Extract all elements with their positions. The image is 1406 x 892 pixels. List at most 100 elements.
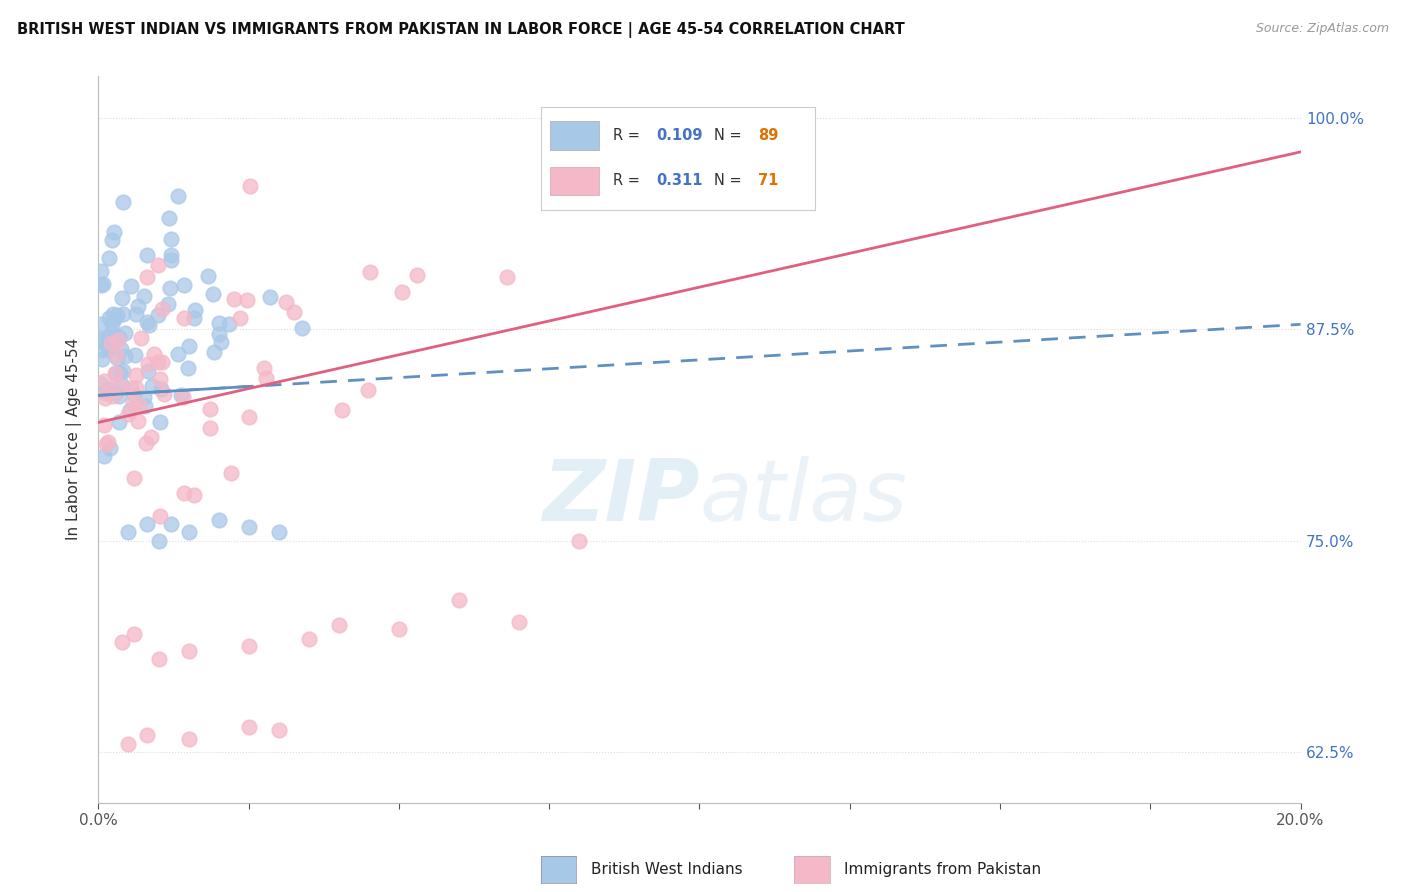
Point (388, 622, 411, 636)
Point (184, 303, 207, 318)
Point (149, 372, 172, 386)
Point (136, 269, 159, 284)
Point (135, 728, 157, 742)
Point (107, 416, 129, 430)
Point (238, 410, 260, 425)
Point (97, 330, 120, 344)
Point (229, 310, 252, 325)
Point (91, 277, 114, 291)
Point (146, 308, 169, 322)
Point (177, 361, 200, 376)
Point (94, 436, 117, 450)
Point (159, 252, 181, 267)
Point (134, 390, 156, 404)
Point (125, 381, 148, 395)
Point (101, 233, 124, 247)
Point (134, 399, 156, 413)
Point (267, 525, 290, 540)
Point (124, 388, 146, 402)
Point (157, 297, 180, 311)
Point (177, 643, 200, 657)
Point (136, 248, 159, 262)
Point (150, 302, 173, 317)
Point (148, 533, 170, 548)
Point (160, 248, 183, 262)
Point (138, 318, 160, 332)
Point (100, 441, 122, 455)
Point (447, 593, 470, 607)
Point (202, 344, 225, 359)
Point (93, 449, 115, 463)
Point (218, 317, 240, 331)
Point (197, 268, 219, 283)
Point (91, 343, 114, 357)
Point (111, 635, 134, 649)
Point (224, 292, 246, 306)
Point (98, 339, 121, 353)
Point (405, 268, 427, 282)
Point (90, 317, 112, 331)
Point (169, 388, 191, 402)
Point (150, 354, 173, 368)
Point (112, 195, 135, 210)
Point (357, 383, 380, 397)
Point (157, 211, 180, 225)
Point (166, 347, 188, 361)
Point (117, 407, 139, 421)
Text: N =: N = (714, 128, 747, 144)
Point (108, 389, 131, 403)
Point (103, 225, 125, 239)
Point (328, 618, 350, 632)
Point (238, 720, 260, 734)
Point (114, 349, 136, 363)
Point (198, 421, 221, 435)
Point (111, 307, 134, 321)
Point (105, 308, 128, 322)
Text: British West Indians: British West Indians (591, 863, 742, 877)
Point (360, 265, 382, 279)
Point (100, 335, 122, 350)
Point (208, 513, 231, 527)
Point (127, 414, 149, 428)
Point (267, 723, 290, 738)
Point (100, 317, 122, 331)
Point (120, 279, 142, 293)
Point (159, 516, 181, 531)
Point (108, 330, 131, 344)
Point (149, 509, 172, 524)
Point (219, 466, 242, 480)
Point (114, 326, 136, 341)
Point (124, 626, 146, 640)
Point (173, 486, 195, 500)
Point (259, 290, 281, 304)
Point (330, 402, 353, 417)
Point (173, 278, 195, 293)
Point (100, 382, 122, 396)
Point (200, 401, 222, 416)
Point (177, 525, 200, 540)
Text: R =: R = (613, 128, 644, 144)
Text: ZIP: ZIP (541, 456, 699, 539)
Point (283, 305, 305, 319)
Point (179, 339, 201, 353)
FancyBboxPatch shape (550, 167, 599, 195)
Point (183, 488, 205, 502)
Point (120, 402, 142, 417)
Text: R =: R = (613, 173, 644, 188)
Point (236, 293, 259, 307)
Point (97, 310, 120, 325)
Point (136, 315, 159, 329)
Point (100, 326, 122, 340)
Text: Immigrants from Pakistan: Immigrants from Pakistan (844, 863, 1040, 877)
Point (122, 394, 145, 409)
Point (177, 731, 200, 746)
Point (254, 371, 277, 385)
Text: Source: ZipAtlas.com: Source: ZipAtlas.com (1256, 22, 1389, 36)
Point (111, 378, 134, 392)
Point (291, 320, 314, 334)
Point (108, 366, 131, 380)
Point (202, 287, 225, 301)
Point (135, 436, 157, 450)
Point (127, 299, 149, 313)
Point (90, 334, 112, 349)
